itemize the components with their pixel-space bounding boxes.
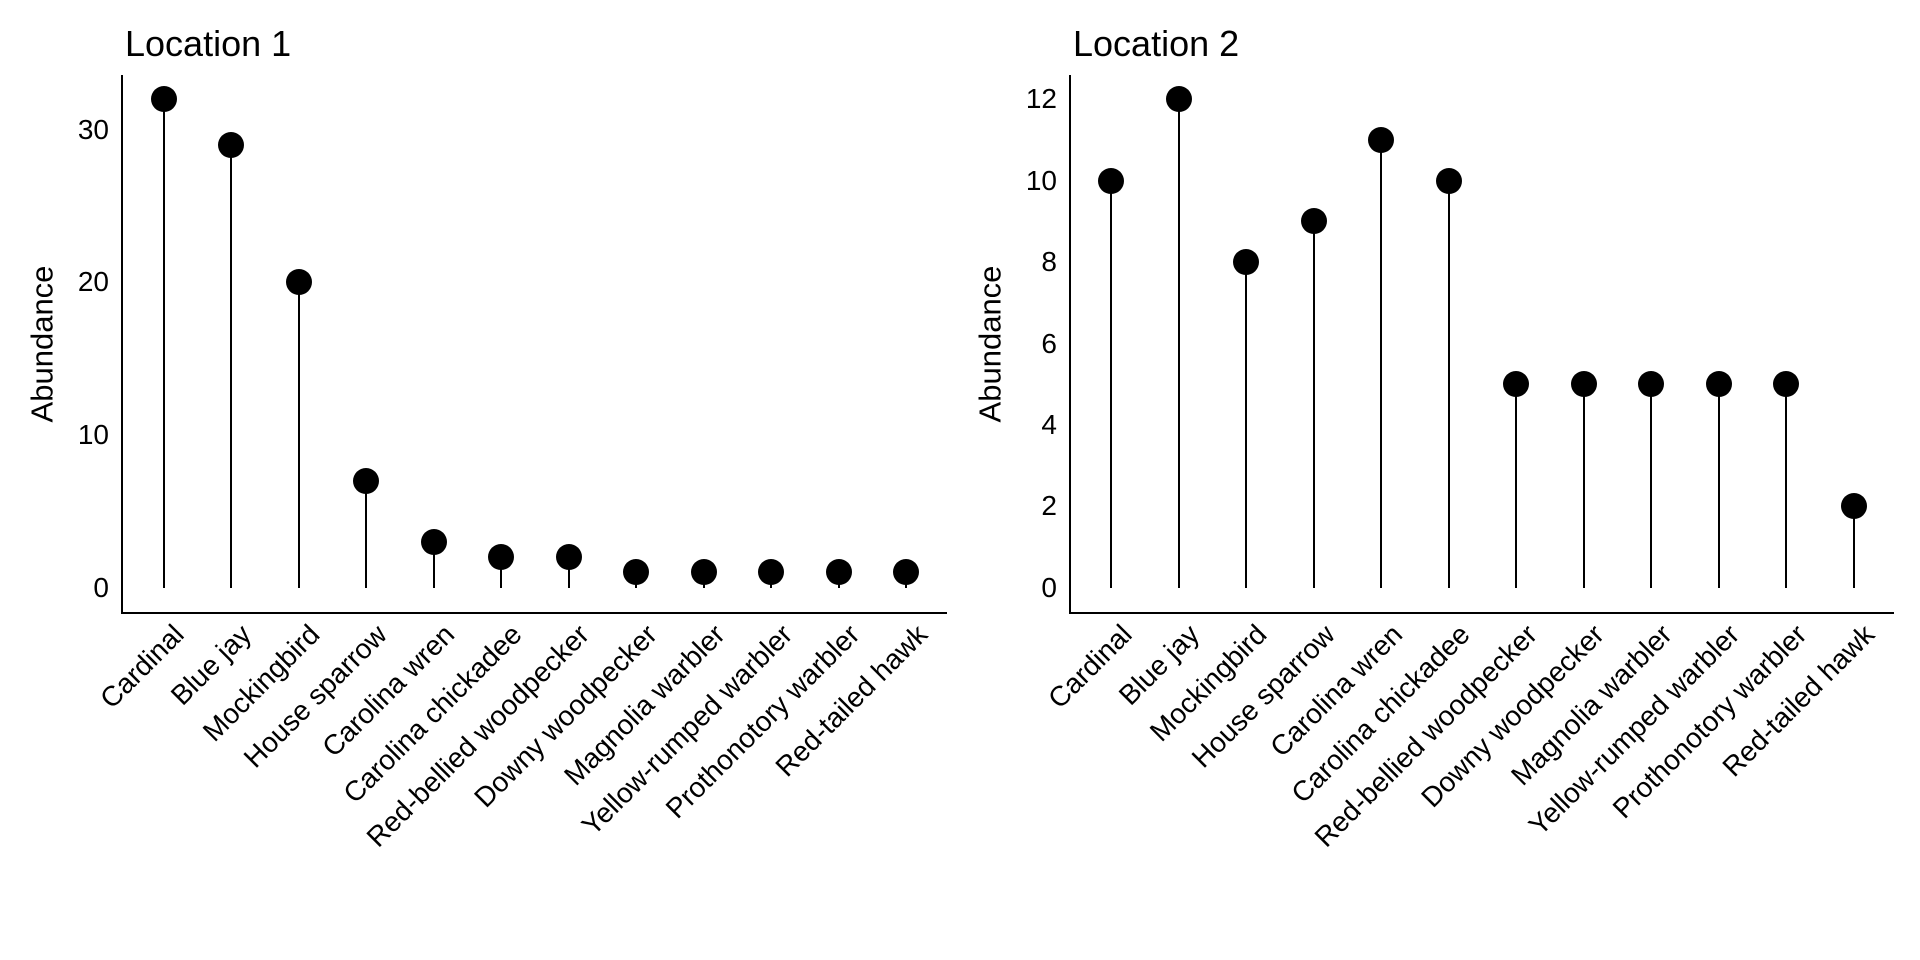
lollipop-stem <box>432 541 435 588</box>
lollipop-stem <box>1852 506 1855 588</box>
data-point <box>1705 371 1732 398</box>
data-point <box>825 559 852 586</box>
data-point <box>353 467 380 494</box>
y-axis-line <box>1069 75 1071 614</box>
lollipop-stem <box>1447 180 1450 588</box>
lollipop-stem <box>1110 180 1113 588</box>
data-point <box>1233 249 1260 276</box>
chart-title: Location 1 <box>125 23 292 64</box>
data-point <box>1368 127 1395 154</box>
data-point <box>555 544 582 571</box>
data-point <box>1638 371 1665 398</box>
data-point <box>758 559 785 586</box>
lollipop-stem <box>500 557 503 588</box>
data-point <box>285 269 312 296</box>
data-point <box>1165 86 1192 113</box>
data-point <box>218 132 245 159</box>
y-tick-label: 10 <box>1025 164 1057 196</box>
lollipop-stem <box>1380 140 1383 588</box>
data-point <box>690 559 717 586</box>
data-point <box>1773 371 1800 398</box>
chart-title: Location 2 <box>1073 23 1240 64</box>
data-point <box>623 559 650 586</box>
data-point <box>1098 167 1125 194</box>
lollipop-stem <box>365 480 368 588</box>
y-tick-label: 2 <box>1041 490 1057 522</box>
data-point <box>1300 208 1327 235</box>
lollipop-stem <box>230 145 233 588</box>
data-point <box>1435 167 1462 194</box>
y-tick-label: 0 <box>1041 571 1057 603</box>
lollipop-stem <box>1312 221 1315 588</box>
y-axis-line <box>121 75 123 614</box>
data-point <box>488 544 515 571</box>
lollipop-stem <box>1177 99 1180 588</box>
y-tick-label: 12 <box>1025 83 1057 115</box>
y-tick-label: 10 <box>77 419 109 451</box>
y-tick-label: 30 <box>77 113 109 145</box>
data-point <box>1570 371 1597 398</box>
data-point <box>150 86 177 113</box>
x-axis-line <box>1069 612 1894 614</box>
lollipop-stem <box>567 557 570 588</box>
y-tick-label: 20 <box>77 266 109 298</box>
y-tick-label: 4 <box>1041 408 1057 440</box>
x-axis-line <box>121 612 947 614</box>
lollipop-stem <box>1650 384 1653 588</box>
data-point <box>1840 493 1867 520</box>
lollipop-stem <box>162 99 165 588</box>
data-point <box>893 559 920 586</box>
y-tick-label: 8 <box>1041 246 1057 278</box>
lollipop-stem <box>1582 384 1585 588</box>
lollipop-stem <box>297 282 300 588</box>
lollipop-stem <box>1785 384 1788 588</box>
y-tick-label: 6 <box>1041 327 1057 359</box>
data-point <box>420 528 447 555</box>
lollipop-stem <box>1515 384 1518 588</box>
y-tick-label: 0 <box>93 571 109 603</box>
lollipop-stem <box>1717 384 1720 588</box>
lollipop-stem <box>1245 262 1248 588</box>
data-point <box>1503 371 1530 398</box>
